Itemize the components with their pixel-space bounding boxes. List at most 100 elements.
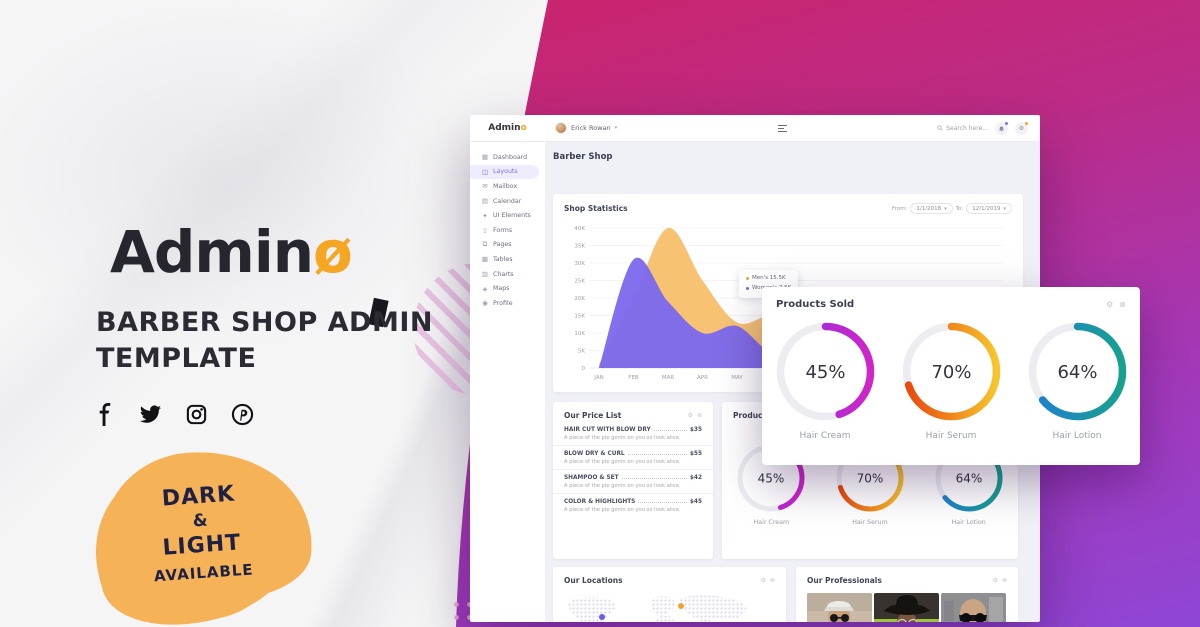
locations-card: Our Locations ⚙ ⊗ [553,567,786,622]
donut-item: 45% Hair Cream [771,317,880,441]
social-links [93,403,254,426]
price-list-item: COLOR & HIGHLIGHTS $45 A piece of the pie… [553,494,713,517]
settings-button[interactable]: ⚙ [1015,121,1028,135]
user-name: Erick Rowan [571,124,611,132]
svg-text:15K: 15K [574,314,585,320]
stats-card-title: Shop Statistics [564,204,628,213]
gear-icon[interactable]: ⚙ [1106,300,1114,309]
donut-percent: 45% [758,471,785,485]
sidebar-item-icon: ▦ [481,153,489,162]
sidebar-item-layouts[interactable]: ◫ Layouts [470,164,539,180]
professionals-card: Our Professionals ⚙ ⊗ [796,567,1018,622]
sidebar-item-pages[interactable]: ⧉ Pages [470,238,545,253]
donut-label: Hair Cream [753,519,790,526]
navbar-logo[interactable]: Admino [488,123,527,133]
notifications-button[interactable] [995,121,1008,135]
from-date-select[interactable]: 1/1/2018 ▾ [910,203,953,214]
map-marker-purple [599,614,605,620]
sidebar-item-profile[interactable]: ◉ Profile [470,296,545,311]
search-input[interactable]: Search here... [937,125,988,132]
donut-label: Hair Lotion [951,519,986,526]
svg-text:20K: 20K [574,296,585,302]
user-menu[interactable]: Erick Rowan ▾ [555,122,617,134]
close-icon[interactable]: ⊗ [1119,300,1126,309]
twitter-icon[interactable] [139,403,162,426]
tooltip-row: Men's 15.5K [746,274,791,284]
sidebar-item-charts[interactable]: ▥ Charts [470,267,545,282]
svg-text:25K: 25K [574,279,585,285]
chevron-down-icon: ▾ [614,125,618,131]
svg-text:MAR: MAR [662,375,675,381]
instagram-icon[interactable] [185,403,208,426]
sidebar-item-maps[interactable]: ◈ Maps [470,281,545,296]
gear-icon: ⚙ [1018,124,1025,132]
sidebar-item-icon: ◈ [482,284,488,293]
svg-text:10K: 10K [574,331,585,337]
sidebar-item-label: Pages [493,241,512,249]
sidebar-item-label: Mailbox [493,182,518,190]
svg-text:MAY: MAY [731,375,743,381]
map-marker-orange [678,603,684,609]
sidebar-item-icon: ✉ [482,182,488,191]
gear-icon[interactable]: ⚙ [760,577,766,584]
service-price: $55 [689,451,702,457]
gear-icon[interactable]: ⚙ [687,412,693,419]
gear-icon[interactable]: ⚙ [992,577,998,584]
sidebar: ▦ Dashboard ◫ Layouts ✉ Mailbox ▤ Calend… [470,142,545,622]
sidebar-item-forms[interactable]: ▯ Forms [470,223,545,238]
pinterest-icon[interactable] [231,403,254,426]
svg-text:30K: 30K [574,261,585,267]
sidebar-item-label: Tables [493,255,513,263]
donut-label: Hair Serum [925,431,977,441]
badge-line-available: AVAILABLE [153,560,255,586]
locations-card-title: Our Locations [564,576,623,585]
service-description: A piece of the pie gonin on you so look … [564,483,681,489]
svg-text:35K: 35K [574,244,585,250]
sidebar-item-icon: ▥ [481,270,489,279]
from-label: From: [891,205,908,212]
service-name: BLOW DRY & CURL [564,451,625,457]
search-icon [937,125,943,131]
sidebar-item-label: Profile [493,299,513,307]
badge-line-dark: DARK [161,481,236,512]
admino-logo: Adminø [110,218,353,286]
hamburger-menu-icon[interactable] [778,125,787,133]
sidebar-item-mailbox[interactable]: ✉ Mailbox [470,179,545,194]
sidebar-item-calendar[interactable]: ▤ Calendar [470,194,545,209]
sidebar-item-ui-elements[interactable]: ✦ UI Elements [470,208,545,223]
chevron-down-icon: ▾ [1003,205,1006,212]
sidebar-item-icon: ✦ [482,211,488,220]
donut-chart-hair-serum: 70% [902,322,1000,421]
donut-percent: 64% [1057,362,1097,383]
close-icon[interactable]: ⊗ [1001,577,1007,584]
sidebar-item-icon: ▩ [481,255,489,264]
close-icon[interactable]: ⊗ [696,412,702,419]
price-list-card: Our Price List ⚙ ⊗ HAIR CUT WITH BLOW DRY… [553,402,713,559]
badge-line-light: LIGHT [161,530,242,561]
sidebar-item-label: Layouts [493,168,518,176]
donut-chart-hair-cream: 45% [776,322,874,421]
price-card-title: Our Price List [564,411,622,420]
close-icon[interactable]: ⊗ [769,577,775,584]
chevron-down-icon: ▾ [944,205,947,212]
service-name: HAIR CUT WITH BLOW DRY [564,427,651,433]
sidebar-item-label: Forms [493,226,513,234]
legend-dot [746,287,749,291]
service-name: SHAMPOO & SET [564,475,619,481]
world-map [568,595,747,622]
sidebar-item-icon: ⧉ [482,240,488,249]
service-price: $45 [689,499,702,505]
donut-label: Hair Cream [799,431,851,441]
tagline: BARBER SHOP ADMIN TEMPLATE [96,307,433,374]
facebook-icon[interactable] [93,403,116,426]
logo-accent-o: ø [313,218,353,286]
service-price: $35 [689,427,702,433]
badge-line-amp: & [192,510,209,532]
donut-percent: 45% [805,362,845,383]
sidebar-item-tables[interactable]: ▩ Tables [470,252,545,267]
to-date-select[interactable]: 12/1/2019 ▾ [966,203,1012,214]
sidebar-item-dashboard[interactable]: ▦ Dashboard [470,150,545,165]
page-title: Barber Shop [553,152,613,162]
professional-photo-1 [807,593,872,622]
svg-text:0: 0 [582,366,586,372]
